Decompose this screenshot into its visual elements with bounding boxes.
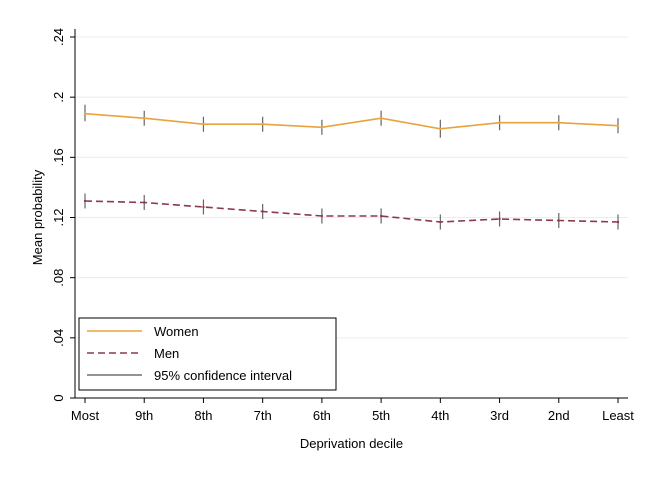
y-tick-label: 0 — [51, 394, 66, 401]
x-tick-label: 3rd — [490, 408, 509, 423]
data-point — [379, 214, 383, 218]
x-tick-label: 2nd — [548, 408, 570, 423]
y-tick-label: .12 — [51, 208, 66, 226]
y-tick-label: .24 — [51, 28, 66, 46]
x-axis-ticks: Most 9th 8th 7th 6th 5th 4th 3rd 2nd Least — [71, 398, 634, 423]
x-tick-label: 8th — [194, 408, 212, 423]
data-point — [616, 124, 620, 127]
x-tick-label: Least — [602, 408, 634, 423]
x-axis-title: Deprivation decile — [300, 436, 403, 451]
data-point — [202, 205, 205, 209]
data-point — [498, 121, 501, 124]
legend-label: Men — [154, 346, 179, 361]
x-tick-label: 6th — [313, 408, 331, 423]
data-point — [557, 121, 560, 124]
legend-box — [78, 317, 337, 391]
data-point — [557, 219, 560, 222]
series-women — [83, 104, 620, 138]
x-tick-label: 4th — [431, 408, 449, 423]
data-point — [439, 127, 442, 130]
x-tick-label: 5th — [372, 408, 390, 423]
data-point — [616, 220, 620, 224]
series-line — [84, 112, 619, 130]
series-layer — [83, 104, 620, 230]
data-point — [320, 126, 324, 129]
data-point — [261, 123, 264, 126]
data-point — [143, 117, 146, 120]
series-line — [84, 200, 619, 223]
series-men — [83, 193, 620, 230]
data-point — [83, 112, 87, 115]
data-point — [379, 117, 383, 120]
legend-label: Women — [154, 324, 199, 339]
data-point — [143, 201, 146, 204]
data-point — [439, 220, 442, 224]
x-tick-label: 9th — [135, 408, 153, 423]
y-tick-label: .08 — [51, 269, 66, 287]
legend: Women Men 95% confidence interval — [78, 317, 337, 391]
data-point — [261, 210, 264, 213]
y-tick-label: .16 — [51, 148, 66, 166]
data-point — [320, 214, 324, 218]
y-tick-label: .2 — [51, 92, 66, 103]
y-axis-ticks: 0 .04 .08 .12 .16 .2 .24 — [51, 28, 75, 402]
y-axis-title: Mean probability — [30, 169, 45, 265]
x-tick-label: Most — [71, 408, 100, 423]
data-point — [498, 217, 501, 221]
x-tick-label: 7th — [254, 408, 272, 423]
legend-label: 95% confidence interval — [154, 368, 292, 383]
data-point — [83, 199, 87, 203]
axes — [74, 29, 628, 399]
data-point — [202, 123, 205, 126]
y-tick-label: .04 — [51, 329, 66, 347]
